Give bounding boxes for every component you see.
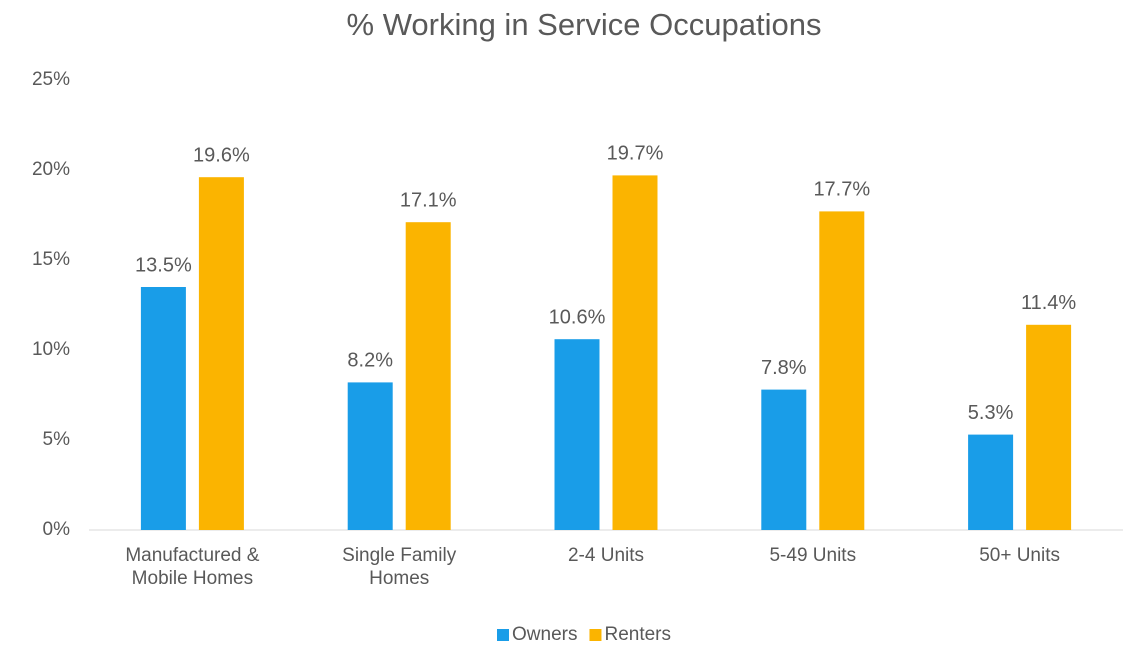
- data-label: 17.1%: [400, 189, 457, 211]
- data-label: 19.7%: [607, 143, 664, 165]
- bar: [761, 389, 807, 530]
- legend-label: Renters: [604, 624, 671, 645]
- bar: [405, 222, 451, 530]
- chart-title: % Working in Service Occupations: [347, 7, 822, 42]
- x-tick-label: 5-49 Units: [769, 545, 857, 566]
- bar: [140, 287, 186, 530]
- legend-swatch: [497, 629, 509, 641]
- bar: [554, 339, 600, 530]
- bar: [347, 382, 393, 530]
- legend-swatch: [589, 629, 602, 641]
- y-tick-label: 0%: [43, 519, 71, 540]
- bar: [968, 434, 1014, 530]
- data-label: 5.3%: [968, 402, 1014, 424]
- y-tick-label: 10%: [32, 339, 70, 360]
- data-label: 8.2%: [347, 350, 393, 372]
- y-tick-label: 25%: [32, 69, 70, 90]
- bar: [198, 177, 244, 530]
- legend-label: Owners: [512, 624, 577, 645]
- x-tick-label: 50+ Units: [979, 545, 1060, 566]
- x-tick-label: Single Family Homes: [342, 545, 457, 589]
- data-label: 7.8%: [761, 357, 807, 379]
- y-tick-label: 15%: [32, 249, 70, 270]
- x-tick-label: Manufactured & Mobile Homes: [125, 545, 260, 589]
- y-tick-label: 5%: [43, 429, 71, 450]
- data-label: 17.7%: [813, 179, 870, 201]
- bar: [612, 175, 658, 530]
- bar: [819, 211, 865, 530]
- data-label: 19.6%: [193, 144, 250, 166]
- y-tick-label: 20%: [32, 159, 70, 180]
- bar: [1026, 324, 1072, 530]
- data-label: 13.5%: [135, 254, 192, 276]
- data-label: 10.6%: [549, 306, 606, 328]
- x-tick-label: 2-4 Units: [567, 545, 645, 566]
- data-label: 11.4%: [1021, 292, 1076, 314]
